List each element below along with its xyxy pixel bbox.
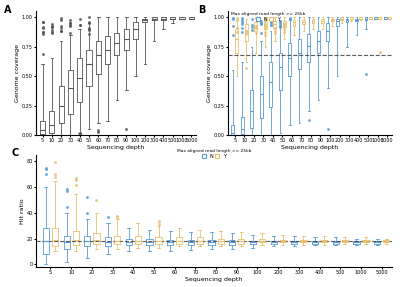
Text: A: A xyxy=(4,5,12,15)
Legend: N, Y: N, Y xyxy=(176,148,252,159)
Y-axis label: Genome coverage: Genome coverage xyxy=(207,44,212,102)
Text: B: B xyxy=(198,5,206,15)
X-axis label: Sequencing depth: Sequencing depth xyxy=(185,277,243,282)
Y-axis label: Genome coverage: Genome coverage xyxy=(15,44,20,102)
Text: C: C xyxy=(11,148,18,158)
X-axis label: Sequencing depth: Sequencing depth xyxy=(87,145,145,150)
X-axis label: Sequencing depth: Sequencing depth xyxy=(281,145,339,150)
Legend: N, Y: N, Y xyxy=(230,11,306,22)
Y-axis label: Hit ratio: Hit ratio xyxy=(20,198,25,224)
